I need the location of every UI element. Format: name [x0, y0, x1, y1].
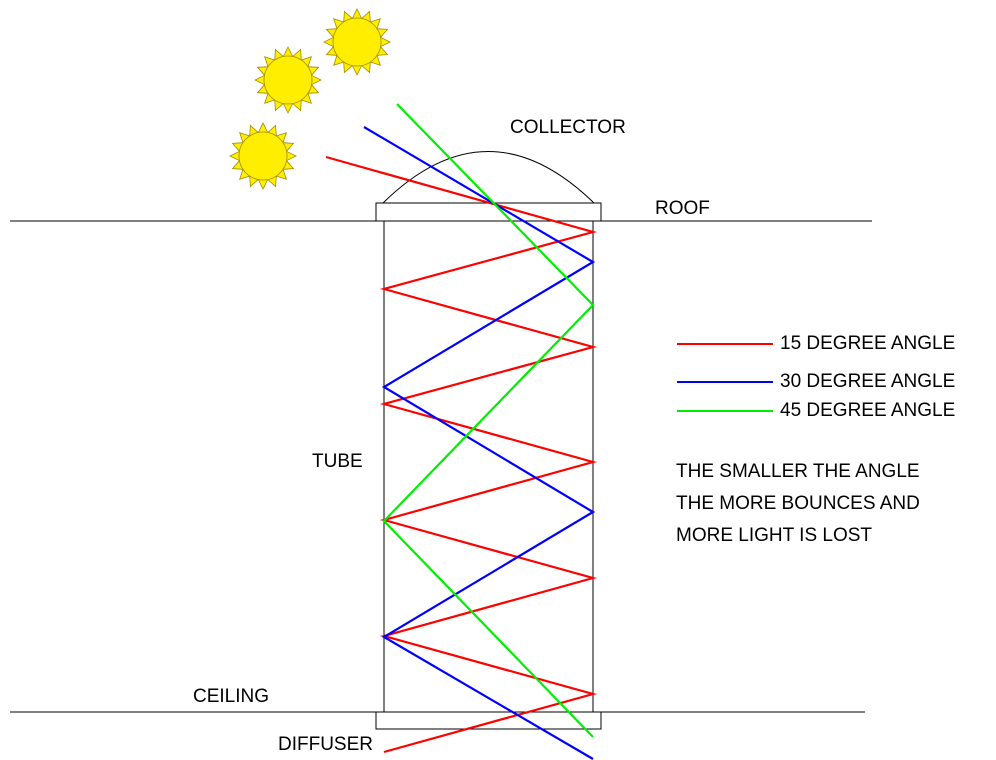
diffuser-plate	[375, 711, 602, 730]
collector-flange	[375, 202, 602, 222]
diffuser-label: DIFFUSER	[278, 734, 373, 755]
collector-dome	[382, 151, 595, 204]
tube-label: TUBE	[312, 451, 363, 472]
note-line: THE MORE BOUNCES AND	[676, 493, 920, 514]
legend-label: 15 DEGREE ANGLE	[780, 333, 955, 354]
tube	[383, 220, 594, 713]
ceiling-label: CEILING	[193, 686, 269, 707]
roof-label: ROOF	[655, 198, 710, 219]
rays	[325, 103, 598, 760]
note-line: THE SMALLER THE ANGLE	[676, 461, 920, 482]
note-line: MORE LIGHT IS LOST	[676, 525, 872, 546]
suns	[229, 8, 391, 190]
legend: 15 DEGREE ANGLE 30 DEGREE ANGLE 45 DEGREE …	[677, 333, 955, 421]
light-ray	[325, 155, 598, 754]
legend-label: 45 DEGREE ANGLE	[780, 400, 955, 421]
sun	[263, 55, 313, 105]
light-ray	[382, 103, 595, 738]
sun	[238, 131, 288, 181]
collector-label: COLLECTOR	[510, 117, 626, 138]
legend-label: 30 DEGREE ANGLE	[780, 371, 955, 392]
sun	[332, 17, 382, 67]
light-ray	[363, 126, 596, 760]
